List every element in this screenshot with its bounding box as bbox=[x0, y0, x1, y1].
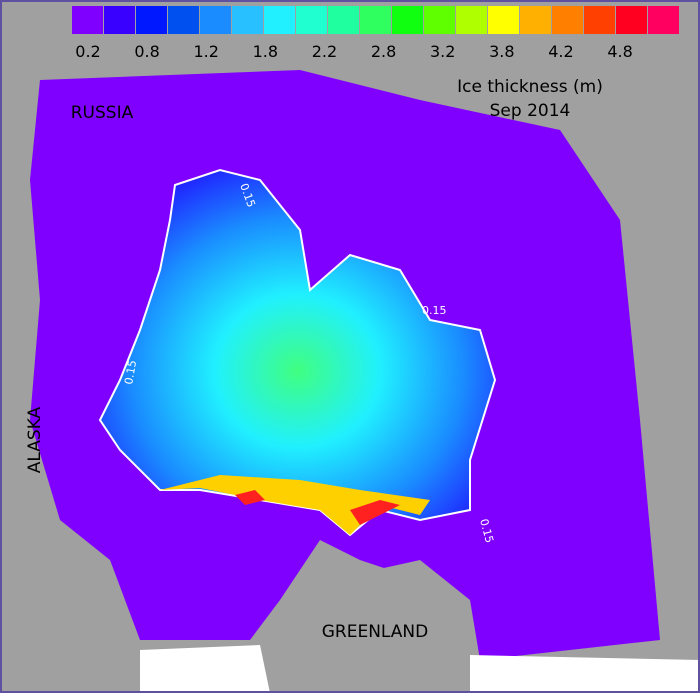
colorbar-label: 2.2 bbox=[312, 42, 337, 61]
colorbar-label: 3.8 bbox=[489, 42, 514, 61]
date: Sep 2014 bbox=[490, 101, 571, 121]
colorbar-label: 3.2 bbox=[430, 42, 455, 61]
colorbar: 0.2 0.8 1.2 1.8 2.2 2.8 3.2 3.8 4.2 4.8 bbox=[72, 6, 679, 61]
color-swatch bbox=[104, 6, 135, 34]
sea-ice bbox=[98, 168, 497, 537]
colorbar-label: 0.2 bbox=[75, 42, 100, 61]
color-swatch bbox=[584, 6, 615, 34]
colorbar-label: 1.2 bbox=[194, 42, 219, 61]
colorbar-label: 4.8 bbox=[607, 42, 632, 61]
color-swatch bbox=[296, 6, 327, 34]
region-label: RUSSIA bbox=[71, 103, 134, 123]
color-swatch bbox=[360, 6, 391, 34]
contour-label: 0.15 bbox=[477, 517, 496, 544]
contour-label: 0.15 bbox=[122, 359, 139, 385]
colorbar-label: 4.2 bbox=[548, 42, 573, 61]
color-swatch bbox=[520, 6, 551, 34]
color-swatch bbox=[200, 6, 231, 34]
color-swatch bbox=[328, 6, 359, 34]
colorbar-label: 2.8 bbox=[371, 42, 396, 61]
region-label: GREENLAND bbox=[322, 622, 428, 642]
color-swatch bbox=[648, 6, 679, 34]
colorbar-label: 0.8 bbox=[134, 42, 159, 61]
color-swatch bbox=[552, 6, 583, 34]
color-swatch bbox=[168, 6, 199, 34]
title: Ice thickness (m) bbox=[457, 77, 603, 97]
color-swatch bbox=[616, 6, 647, 34]
color-swatch bbox=[136, 6, 167, 34]
contour-label: 0.15 bbox=[422, 304, 447, 317]
color-swatch bbox=[488, 6, 519, 34]
region-label: ALASKA bbox=[25, 406, 45, 473]
coast-white bbox=[140, 645, 700, 693]
color-swatch bbox=[72, 6, 103, 34]
color-swatch bbox=[392, 6, 423, 34]
thickest-ice bbox=[235, 490, 400, 525]
greenland bbox=[250, 540, 470, 640]
color-swatch bbox=[232, 6, 263, 34]
color-swatch bbox=[424, 6, 455, 34]
color-swatch bbox=[264, 6, 295, 34]
colorbar-label: 1.8 bbox=[253, 42, 278, 61]
color-swatch bbox=[456, 6, 487, 34]
